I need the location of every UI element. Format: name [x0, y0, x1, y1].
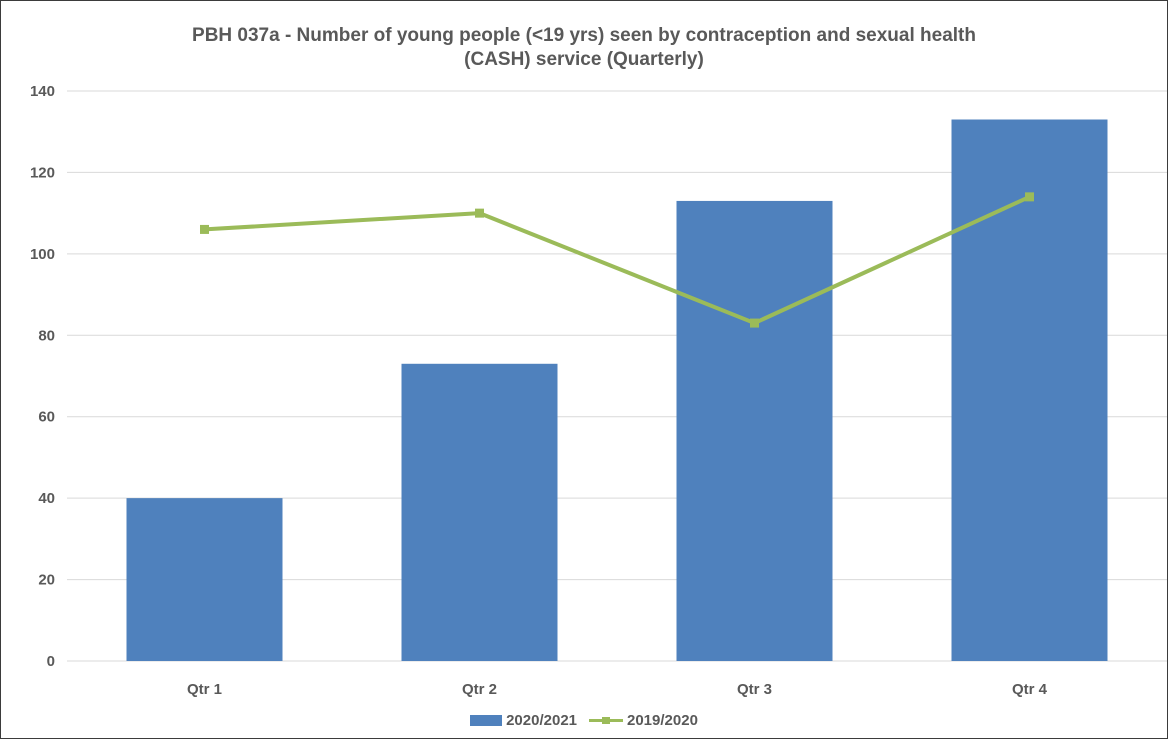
chart-title: PBH 037a - Number of young people (<19 y… — [81, 24, 1087, 72]
bar-series — [126, 119, 1108, 661]
x-tick-label: Qtr 1 — [187, 681, 222, 698]
y-tick-label: 100 — [30, 246, 55, 263]
line-point-marker — [475, 208, 484, 218]
y-tick-label: 40 — [38, 490, 55, 507]
x-tick-label: Qtr 4 — [1012, 681, 1048, 698]
line-point-marker — [200, 224, 209, 234]
legend-label-line-series: 2019/2020 — [627, 711, 698, 729]
y-tick-label: 0 — [47, 653, 55, 670]
y-tick-label: 20 — [38, 572, 55, 589]
bar — [126, 498, 283, 661]
bar — [676, 200, 833, 661]
legend: 2020/2021 2019/2020 — [1, 709, 1167, 731]
chart-title-line-1: PBH 037a - Number of young people (<19 y… — [192, 25, 976, 46]
y-axis-tick-labels: 0 20 40 60 80 100 120 140 — [30, 83, 55, 670]
legend-label-bar-series: 2020/2021 — [506, 711, 577, 729]
x-tick-label: Qtr 2 — [462, 681, 497, 698]
line-series — [200, 192, 1034, 328]
y-tick-label: 60 — [38, 409, 55, 426]
legend-item-line-series: 2019/2020 — [589, 712, 698, 729]
series-line — [204, 195, 1031, 326]
y-tick-label: 120 — [30, 164, 55, 181]
chart-title-line-2: (CASH) service (Quarterly) — [464, 49, 704, 70]
x-axis-tick-labels: Qtr 1 Qtr 2 Qtr 3 Qtr 4 — [187, 681, 1048, 698]
x-tick-label: Qtr 3 — [737, 681, 772, 698]
legend-bar-swatch — [470, 714, 503, 726]
bar — [951, 119, 1108, 661]
bar — [401, 363, 558, 661]
y-tick-label: 140 — [30, 83, 55, 100]
y-tick-label: 80 — [38, 327, 55, 344]
line-point-marker — [1025, 192, 1034, 202]
line-point-marker — [750, 318, 759, 328]
legend-line-swatch — [589, 715, 623, 726]
legend-item-bar-series: 2020/2021 — [470, 712, 577, 729]
